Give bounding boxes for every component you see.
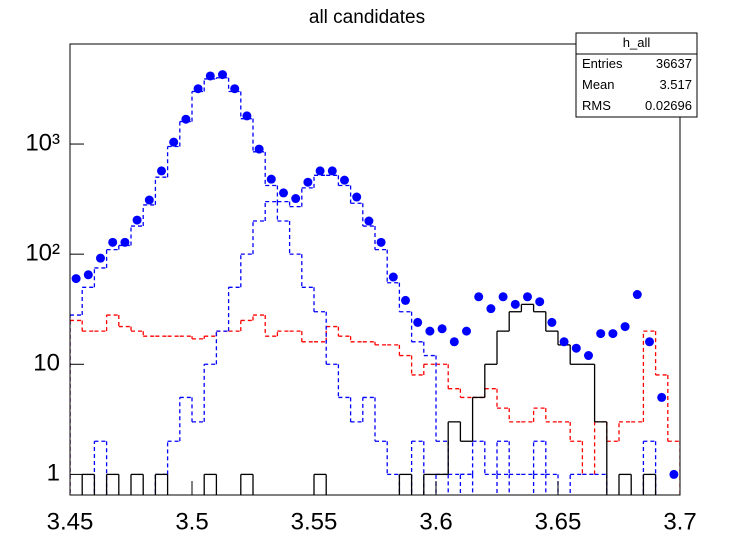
- chart-title: all candidates: [309, 7, 425, 28]
- data-point: [547, 317, 557, 327]
- y-tick-label: 1: [47, 460, 60, 487]
- data-point: [327, 166, 337, 176]
- data-point: [144, 195, 154, 205]
- x-tick-label: 3.5: [175, 508, 208, 535]
- data-point: [364, 216, 374, 226]
- data-point: [645, 337, 654, 347]
- data-point: [169, 137, 179, 147]
- stats-title: h_all: [623, 35, 651, 50]
- data-point: [498, 292, 508, 302]
- x-tick-label: 3.65: [535, 508, 582, 535]
- data-point: [632, 290, 642, 300]
- data-point: [291, 194, 301, 204]
- stats-value: 36637: [656, 56, 692, 71]
- frame: [69, 43, 681, 496]
- data-point: [218, 70, 227, 80]
- data-point: [584, 351, 593, 361]
- x-tick-label: 3.45: [47, 508, 94, 535]
- data-point: [254, 144, 264, 154]
- plot-area: [70, 70, 680, 495]
- stats-label: Entries: [582, 56, 623, 71]
- x-tick-label: 3.6: [419, 508, 452, 535]
- data-point: [657, 392, 667, 402]
- stats-value: 0.02696: [645, 98, 692, 113]
- data-point: [413, 317, 423, 327]
- y-tick-label: 10³: [25, 129, 60, 156]
- data-point: [108, 237, 118, 247]
- data-point: [71, 274, 81, 284]
- y-tick-label: 10: [33, 350, 60, 377]
- data-point: [486, 304, 496, 314]
- data-point: [462, 326, 471, 336]
- data-point: [181, 114, 191, 124]
- data-point: [96, 253, 105, 263]
- data-point: [437, 324, 447, 334]
- data-point: [303, 177, 313, 187]
- data-point: [157, 166, 166, 176]
- stats-frame: [575, 32, 698, 118]
- data-point: [669, 469, 679, 479]
- data-point: [596, 329, 606, 339]
- stats-label: RMS: [582, 98, 611, 113]
- data-point: [388, 272, 398, 282]
- data-point: [230, 84, 240, 94]
- data-point: [608, 329, 618, 339]
- data-point: [340, 175, 349, 185]
- x-tick-label: 3.55: [291, 508, 338, 535]
- data-point: [510, 299, 520, 309]
- data-point: [401, 295, 410, 305]
- data-point: [620, 322, 630, 332]
- data-point: [449, 337, 459, 347]
- data-point: [523, 292, 532, 302]
- data-point: [376, 237, 386, 247]
- data-point: [205, 71, 215, 81]
- y-tick-label: 10²: [25, 240, 60, 267]
- data-point: [120, 237, 130, 247]
- x-tick-label: 3.7: [663, 508, 696, 535]
- data-point: [132, 215, 142, 225]
- data-point: [559, 337, 569, 347]
- data-point: [474, 292, 484, 302]
- data-point: [425, 326, 435, 336]
- data-point: [279, 188, 288, 198]
- data-point: [535, 297, 545, 307]
- data-point: [571, 343, 581, 353]
- data-point: [193, 84, 203, 94]
- data-point: [315, 166, 325, 176]
- data-point: [266, 174, 276, 184]
- stats-label: Mean: [582, 77, 615, 92]
- data-point: [352, 192, 362, 202]
- data-point: [83, 270, 93, 280]
- data-point: [242, 111, 252, 121]
- stats-value: 3.517: [659, 77, 692, 92]
